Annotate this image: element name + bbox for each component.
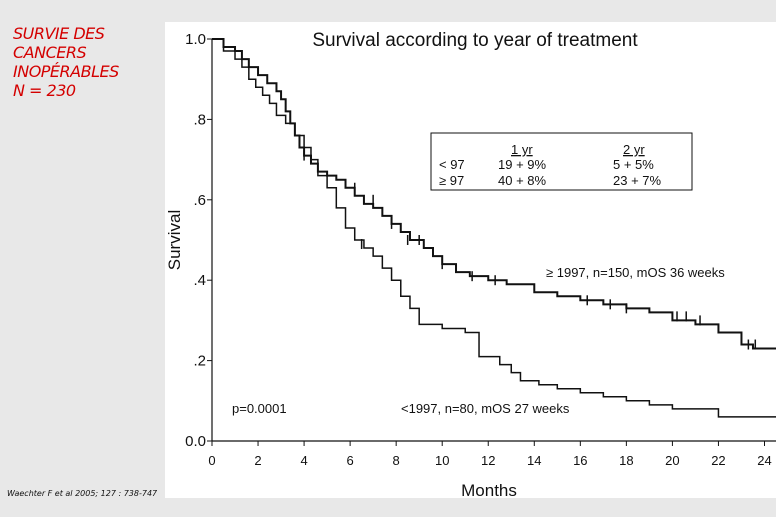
x-tick-label: 20 [665,453,679,468]
survival-curve-1 [212,38,776,418]
inset-table-cell: 23 + 7% [613,173,662,188]
x-tick-label: 2 [254,453,261,468]
y-axis-label: Survival [165,210,184,270]
slide-title: SURVIE DES CANCERS INOPÉRABLES N = 230 [13,24,163,100]
y-tick-label: .6 [193,192,206,209]
inset-table-cell: 5 + 5% [613,157,654,172]
y-tick-label: 0.0 [185,433,206,450]
x-tick-label: 6 [347,453,354,468]
inset-table-box [430,132,693,191]
x-axis-label: Months [461,481,517,498]
y-tick-label: 1.0 [185,31,206,48]
citation: Waechter F et al 2005; 127 : 738-747 [7,489,158,498]
x-tick-label: 14 [527,453,541,468]
x-tick-label: 18 [619,453,633,468]
survival-curve-0 [212,38,776,350]
p-value-annotation: p=0.0001 [232,401,287,416]
x-tick-label: 0 [208,453,215,468]
survival-chart: 0.0.2.4.6.81.00 2 4 6 8 10 12 14 16 18 20 22 24Month… [165,30,776,498]
slide-title-line: N = 230 [13,81,76,100]
y-tick-label: .4 [193,272,206,289]
inset-table-cell: ≥ 97 [439,173,464,188]
x-tick-label: 24 [757,453,771,468]
x-tick-label: 22 [711,453,725,468]
inset-table-header: 2 yr [623,142,645,157]
slide-title-line: CANCERS [13,43,87,62]
slide-title-line: INOPÉRABLES [13,62,119,81]
inset-table-cell: 40 + 8% [498,173,547,188]
x-tick-label: 16 [573,453,587,468]
y-tick-label: .2 [193,353,206,370]
chart-title: Survival according to year of treatment [312,30,638,51]
y-tick-label: .8 [193,111,206,128]
x-tick-label: 8 [393,453,400,468]
x-tick-label: 4 [300,453,307,468]
series-label-post-1997: ≥ 1997, n=150, mOS 36 weeks [546,265,725,280]
inset-table-cell: 19 + 9% [498,157,547,172]
slide-title-line: SURVIE DES [13,24,105,43]
series-label-pre-1997: <1997, n=80, mOS 27 weeks [401,401,570,416]
chart-panel: 0.0.2.4.6.8 1.0 0 2 4 6 8 10 12 14 16 18 20 22 24 Month… [165,22,776,498]
inset-table-cell: < 97 [439,157,465,172]
x-tick-label: 10 [435,453,449,468]
inset-table-header: 1 yr [511,142,533,157]
x-tick-label: 12 [481,453,495,468]
